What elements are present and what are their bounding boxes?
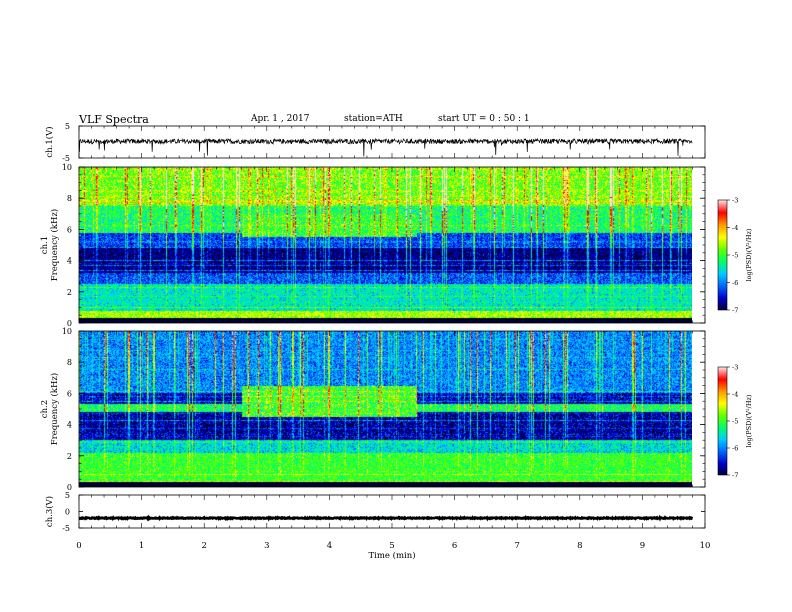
x-tick-label: 5 xyxy=(389,541,394,551)
colorbar-label: log(PSD)(V²/Hz) xyxy=(745,394,753,447)
y-tick-label: 2 xyxy=(67,288,72,297)
y-tick-label: 8 xyxy=(67,358,72,367)
y-tick-label: 5 xyxy=(65,122,70,131)
colorbar-tick-label: -6 xyxy=(732,445,738,453)
y-tick-label: 10 xyxy=(62,327,72,336)
y-axis-label: Frequency (kHz) xyxy=(49,373,60,445)
date-label: Apr. 1 , 2017 xyxy=(251,114,310,124)
x-tick-label: 9 xyxy=(640,541,645,551)
y-tick-label: 6 xyxy=(67,225,72,234)
x-tick-label: 4 xyxy=(327,541,332,551)
colorbar-tick-label: -3 xyxy=(732,197,738,205)
y-tick-label: 6 xyxy=(67,389,72,398)
x-tick-label: 6 xyxy=(452,541,457,551)
colorbar-tick-label: -7 xyxy=(732,472,738,480)
station-label: station=ATH xyxy=(344,114,403,124)
y-axis-label: ch.2 xyxy=(40,400,50,418)
colorbar-tick-label: -4 xyxy=(732,391,738,399)
chart-title: VLF Spectra xyxy=(79,113,149,126)
x-tick-label: 2 xyxy=(201,541,206,551)
x-tick-label: 1 xyxy=(139,541,144,551)
colorbar-tick-label: -4 xyxy=(732,224,738,232)
colorbar-tick-label: -7 xyxy=(732,307,738,315)
y-tick-label: 4 xyxy=(67,421,72,430)
start-time-label: start UT = 0 : 50 : 1 xyxy=(438,114,530,124)
y-tick-label: -5 xyxy=(62,154,70,163)
colorbar-tick-label: -6 xyxy=(732,279,738,287)
colorbar-tick-label: -5 xyxy=(732,252,738,260)
waveform-line-1 xyxy=(78,137,693,157)
y-axis-label: ch.1(V) xyxy=(44,126,55,157)
y-tick-label: 2 xyxy=(67,452,72,461)
spectrogram-heatmap-1 xyxy=(79,167,692,323)
y-tick-label: 0 xyxy=(65,508,70,517)
x-axis-label: Time (min) xyxy=(368,550,415,561)
colorbar-2 xyxy=(718,367,727,475)
x-tick-label: 10 xyxy=(700,541,711,551)
x-tick-label: 8 xyxy=(577,541,582,551)
y-tick-label: 8 xyxy=(67,194,72,203)
y-tick-label: 0 xyxy=(67,319,72,328)
y-axis-label: Frequency (kHz) xyxy=(49,209,60,281)
x-tick-label: 0 xyxy=(76,541,81,551)
waveform-line-3 xyxy=(78,514,694,522)
colorbar-tick-label: -5 xyxy=(732,418,738,426)
y-tick-label: 4 xyxy=(67,257,72,266)
y-tick-label: 5 xyxy=(65,491,70,500)
colorbar-label: log(PSD)(V²/Hz) xyxy=(745,228,753,281)
colorbar-tick-label: -3 xyxy=(732,364,738,372)
x-tick-label: 7 xyxy=(514,541,519,551)
y-axis-label: ch.3(V) xyxy=(44,496,55,527)
y-tick-label: -5 xyxy=(62,524,70,533)
colorbar-1 xyxy=(718,200,727,310)
y-tick-label: 10 xyxy=(62,163,72,172)
spectrogram-heatmap-2 xyxy=(79,331,692,487)
x-tick-label: 3 xyxy=(264,541,269,551)
y-tick-label: 0 xyxy=(67,483,72,492)
y-axis-label: ch.1 xyxy=(40,236,50,254)
